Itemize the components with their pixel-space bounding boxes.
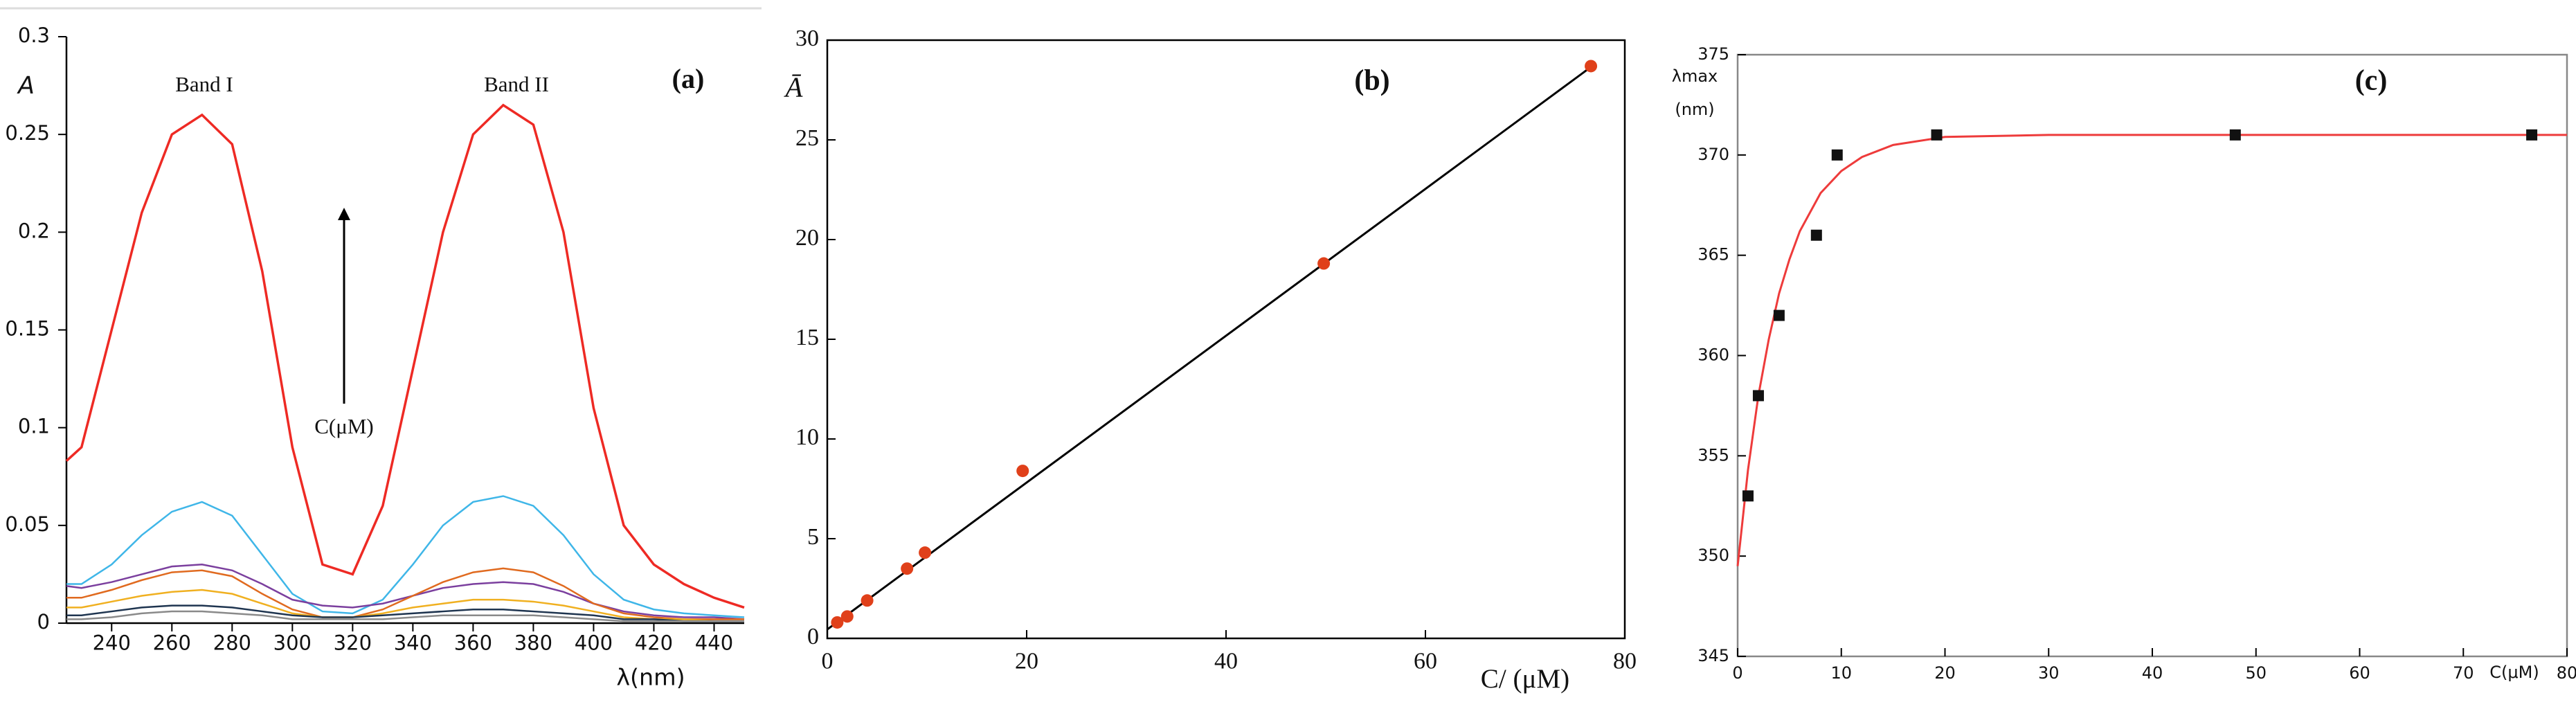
data-point xyxy=(1831,149,1843,161)
x-tick-label: 80 xyxy=(1613,648,1637,674)
data-point xyxy=(1931,129,1943,141)
spectrum-line xyxy=(66,567,744,620)
panel: 0 10 20 30 40 50 60 70 80 345 350 355 360 365 370 375 C(… xyxy=(1672,44,2576,683)
x-tick-label: 10 xyxy=(1830,663,1852,683)
y-tick-label: 345 xyxy=(1697,646,1729,665)
panel-label: (a) xyxy=(672,63,705,94)
y-tick-label: 5 xyxy=(807,524,819,550)
x-tick-label: 440 xyxy=(695,631,733,654)
y-tick-label: 370 xyxy=(1697,145,1729,164)
data-point xyxy=(1016,465,1029,478)
y-tick-label: 20 xyxy=(795,225,819,251)
y-tick-label: 0.1 xyxy=(18,415,50,438)
data-point xyxy=(1317,257,1331,270)
y-tick-label: 0.2 xyxy=(18,219,50,242)
x-tick-label: 0 xyxy=(822,648,834,674)
data-point xyxy=(2229,129,2241,141)
data-point xyxy=(1585,60,1598,73)
panel: 240 260 280 300 320 340 360 380 400 420 440 0 0.05 0.… xyxy=(5,24,745,691)
x-axis-label: C/ (μM) xyxy=(1481,664,1569,694)
panel-label: (c) xyxy=(2355,65,2388,97)
data-point xyxy=(840,610,854,623)
fit-line xyxy=(827,63,1596,631)
arrow-head xyxy=(338,208,350,220)
data-point xyxy=(2526,129,2538,141)
spectrum-line xyxy=(66,564,745,620)
x-axis-label: C(μM) xyxy=(2489,663,2539,682)
data-point xyxy=(1752,390,1764,402)
annotation: C(μM) xyxy=(314,414,374,438)
x-tick-label: 70 xyxy=(2453,663,2474,683)
x-tick-label: 30 xyxy=(2038,663,2060,683)
y-tick-label: 0.25 xyxy=(5,121,50,145)
y-tick-label: 360 xyxy=(1697,345,1729,365)
plot-frame xyxy=(1736,53,2568,658)
x-tick-label: 300 xyxy=(273,631,312,654)
y-tick-label: 0.3 xyxy=(18,24,50,47)
y-axis-label: Ā xyxy=(784,71,804,102)
spectrum-line xyxy=(66,604,744,622)
x-tick-label: 50 xyxy=(2245,663,2267,683)
y-tick-label: 0 xyxy=(807,624,819,649)
data-point xyxy=(901,562,914,575)
x-tick-label: 420 xyxy=(635,631,673,654)
spectrum-line xyxy=(65,103,745,609)
y-tick-label: 25 xyxy=(795,125,819,151)
x-tick-label: 0 xyxy=(1732,663,1742,683)
spectrum-line xyxy=(66,610,744,622)
y-tick-label: 0 xyxy=(37,610,50,634)
x-tick-label: 400 xyxy=(575,631,613,654)
x-tick-label: 320 xyxy=(334,631,372,654)
data-point xyxy=(919,546,932,559)
x-tick-label: 380 xyxy=(514,631,552,654)
panel: 0 20 40 60 80 0 5 10 15 20 25 30 C/ (μM) Ā (b) xyxy=(784,26,1637,694)
fit-line xyxy=(1736,134,2567,566)
y-tick-label: 0.15 xyxy=(5,317,50,341)
annotation: Band II xyxy=(484,72,549,96)
y-tick-label: 10 xyxy=(795,424,819,450)
x-tick-label: 40 xyxy=(2142,663,2163,683)
annotation: Band I xyxy=(175,72,233,96)
y-axis-label: A xyxy=(17,72,35,100)
y-axis-label: λmax xyxy=(1672,66,1718,86)
x-tick-label: 20 xyxy=(1934,663,1956,683)
data-point xyxy=(1810,229,1822,241)
y-tick-label: 15 xyxy=(795,325,819,350)
x-tick-label: 280 xyxy=(213,631,251,654)
x-tick-label: 260 xyxy=(153,631,191,654)
y-tick-label: 30 xyxy=(795,26,819,51)
x-axis-label: λ(nm) xyxy=(616,664,685,691)
x-tick-label: 60 xyxy=(2349,663,2370,683)
x-tick-label: 360 xyxy=(454,631,492,654)
x-tick-label: 60 xyxy=(1414,648,1437,674)
data-point xyxy=(831,616,844,629)
spectrum-line xyxy=(66,589,744,622)
data-point xyxy=(1742,490,1754,502)
x-tick-label: 340 xyxy=(394,631,432,654)
y-axis-label: (nm) xyxy=(1675,100,1714,119)
y-tick-label: 0.05 xyxy=(5,512,50,536)
y-tick-label: 355 xyxy=(1697,445,1729,465)
data-point xyxy=(1773,309,1785,321)
spectrum-line xyxy=(66,495,745,618)
x-tick-label: 240 xyxy=(93,631,131,654)
data-point xyxy=(861,594,874,607)
x-tick-label: 80 xyxy=(2557,663,2576,683)
x-tick-label: 40 xyxy=(1214,648,1238,674)
panel-label: (b) xyxy=(1354,65,1389,97)
x-tick-label: 20 xyxy=(1015,648,1038,674)
y-tick-label: 375 xyxy=(1697,44,1729,64)
y-tick-label: 350 xyxy=(1697,546,1729,565)
y-tick-label: 365 xyxy=(1697,245,1729,264)
